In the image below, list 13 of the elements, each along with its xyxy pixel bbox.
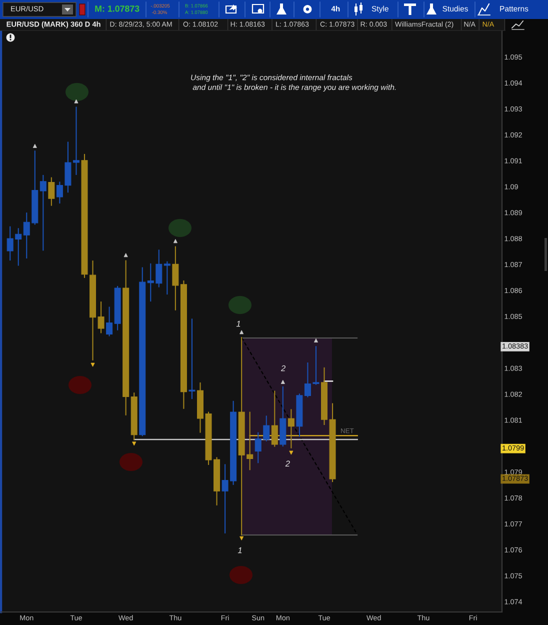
candlestick [288, 409, 294, 448]
annotation: 2 [285, 460, 290, 466]
candlestick [172, 246, 179, 310]
text: M: 1.07873 [95, 5, 140, 12]
candlestick [164, 261, 170, 295]
candlestick [271, 390, 278, 447]
candlestick [40, 174, 46, 251]
annotation: 1 [236, 320, 240, 327]
candlestick [48, 177, 55, 206]
candlestick [106, 306, 113, 336]
candlestick [188, 318, 196, 400]
annotation: 2 [280, 365, 286, 372]
annotation: 1 [238, 547, 242, 554]
